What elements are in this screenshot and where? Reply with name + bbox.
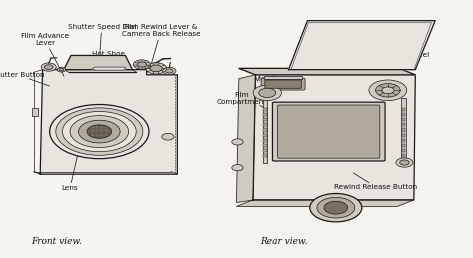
Text: Shutter Speed Dial: Shutter Speed Dial	[68, 24, 136, 59]
Bar	[263, 134, 267, 137]
Circle shape	[50, 104, 149, 159]
FancyBboxPatch shape	[278, 105, 380, 158]
Circle shape	[369, 80, 407, 101]
Bar	[402, 108, 405, 111]
Bar	[222, 0, 473, 258]
FancyBboxPatch shape	[272, 102, 385, 161]
Circle shape	[59, 68, 64, 71]
Polygon shape	[239, 68, 415, 75]
FancyBboxPatch shape	[265, 80, 301, 88]
Bar	[402, 144, 405, 147]
Text: Hot Shoe: Hot Shoe	[92, 51, 125, 68]
Bar	[263, 149, 267, 152]
Circle shape	[253, 85, 281, 101]
Circle shape	[87, 125, 112, 138]
Text: Film
Compartment: Film Compartment	[216, 92, 266, 107]
Polygon shape	[253, 75, 415, 200]
Bar	[263, 123, 267, 126]
Text: Back: Back	[328, 23, 350, 41]
Text: Film Advance
Lever: Film Advance Lever	[21, 34, 69, 76]
FancyBboxPatch shape	[261, 78, 305, 90]
Bar	[402, 113, 405, 116]
Bar	[263, 139, 267, 142]
Bar	[402, 128, 405, 132]
Bar	[402, 149, 405, 152]
Bar	[0, 0, 222, 258]
Circle shape	[163, 67, 176, 75]
Bar	[263, 108, 267, 111]
Circle shape	[166, 69, 173, 73]
Bar	[402, 134, 405, 137]
Text: Film Rewind Lever &
Camera Back Release: Film Rewind Lever & Camera Back Release	[122, 25, 200, 64]
Bar	[263, 98, 267, 163]
Circle shape	[162, 133, 174, 140]
Circle shape	[232, 139, 243, 145]
Circle shape	[41, 63, 56, 71]
Circle shape	[396, 158, 413, 167]
Bar	[263, 118, 267, 121]
Circle shape	[324, 201, 348, 214]
Bar	[263, 144, 267, 147]
Polygon shape	[236, 75, 255, 203]
Bar	[263, 113, 267, 116]
Text: Front view.: Front view.	[31, 237, 82, 246]
Bar	[263, 128, 267, 132]
Circle shape	[57, 67, 66, 72]
Circle shape	[150, 65, 162, 72]
Bar	[264, 76, 302, 79]
Circle shape	[133, 60, 150, 69]
Polygon shape	[236, 200, 414, 206]
Circle shape	[56, 108, 143, 155]
Bar	[402, 123, 405, 126]
Circle shape	[62, 111, 136, 152]
Circle shape	[232, 165, 243, 171]
Text: Film Take-Up Reel: Film Take-Up Reel	[366, 52, 429, 70]
Polygon shape	[64, 55, 132, 70]
Circle shape	[44, 65, 53, 69]
Circle shape	[382, 87, 394, 94]
Bar	[401, 98, 406, 163]
Bar	[402, 118, 405, 121]
Text: Rear view.: Rear view.	[260, 237, 307, 246]
Polygon shape	[289, 21, 435, 70]
Bar	[32, 108, 38, 116]
Polygon shape	[92, 67, 125, 70]
Circle shape	[310, 194, 362, 222]
Circle shape	[79, 120, 120, 143]
Text: Viewfinder: Viewfinder	[255, 76, 294, 89]
Circle shape	[259, 88, 276, 98]
Text: Shutter Button: Shutter Button	[0, 72, 49, 86]
Bar	[402, 154, 405, 157]
Circle shape	[146, 63, 166, 74]
Circle shape	[400, 160, 409, 165]
Circle shape	[70, 116, 129, 148]
Circle shape	[317, 197, 355, 218]
Text: Lens: Lens	[61, 150, 79, 191]
Polygon shape	[40, 70, 177, 174]
Circle shape	[376, 84, 400, 97]
Bar	[263, 154, 267, 157]
Text: Rewind Release Button: Rewind Release Button	[334, 173, 418, 190]
Circle shape	[137, 62, 147, 67]
Bar	[402, 139, 405, 142]
